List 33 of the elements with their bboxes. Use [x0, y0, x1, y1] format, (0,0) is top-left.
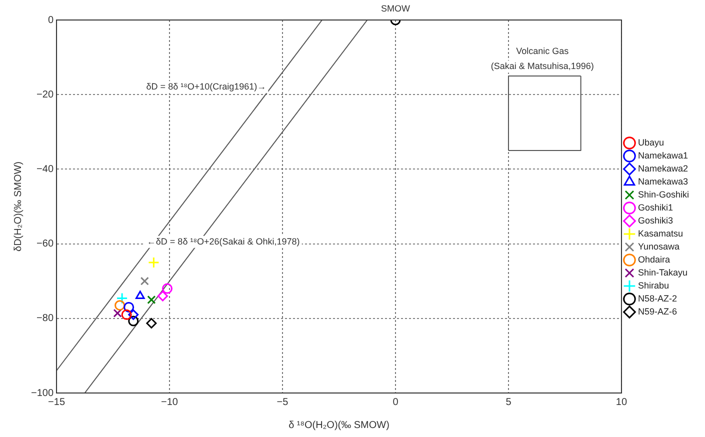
legend-label: Kasamatsu [638, 228, 684, 238]
x-tick-label: 0 [392, 396, 399, 408]
y-tick-label: −80 [36, 313, 54, 324]
annotation: (Sakai & Matsuhisa,1996) [490, 61, 594, 72]
legend-label: Shirabu [638, 280, 670, 290]
annotation: SMOW [380, 3, 410, 14]
x-tick-label: 10 [616, 396, 628, 408]
legend-label: Ohdaira [638, 254, 670, 264]
y-tick-label: 0 [48, 14, 54, 26]
legend-label: Shin-Goshiki [638, 189, 690, 200]
legend-label: Namekawa1 [638, 150, 688, 160]
annotation: δD = 8δ ¹⁸O+10(Craig1961)→ [146, 82, 266, 92]
y-tick-label: −100 [30, 388, 54, 399]
annotation: ←δD = 8δ ¹⁸O+26(Sakai & Ohki,1978) [146, 236, 300, 246]
legend-label: Namekawa3 [638, 176, 688, 186]
legend-label: Goshiki3 [638, 215, 673, 226]
legend-label: Yunosawa [638, 241, 680, 252]
x-tick-label: −10 [161, 396, 178, 408]
x-tick-label: −5 [276, 396, 289, 408]
legend-label: Namekawa2 [638, 163, 688, 174]
y-tick-label: −40 [36, 164, 54, 175]
x-tick-label: −15 [48, 396, 66, 408]
annotation: Volcanic Gas [516, 46, 570, 56]
x-axis-title: δ ¹⁸O(H₂O)(‰ SMOW) [288, 420, 390, 431]
y-tick-label: −20 [36, 89, 54, 100]
legend-label: N58-AZ-2 [638, 293, 677, 304]
x-tick-label: 5 [506, 396, 512, 408]
y-axis-title: δD(H₂O)(‰ SMOW) [12, 162, 24, 252]
legend-label: Ubayu [638, 137, 664, 148]
y-tick-label: −60 [36, 238, 54, 250]
legend-label: Shin-Takayu [638, 267, 688, 278]
legend-label: N59-AZ-6 [638, 306, 677, 316]
legend-label: Goshiki1 [638, 202, 673, 212]
